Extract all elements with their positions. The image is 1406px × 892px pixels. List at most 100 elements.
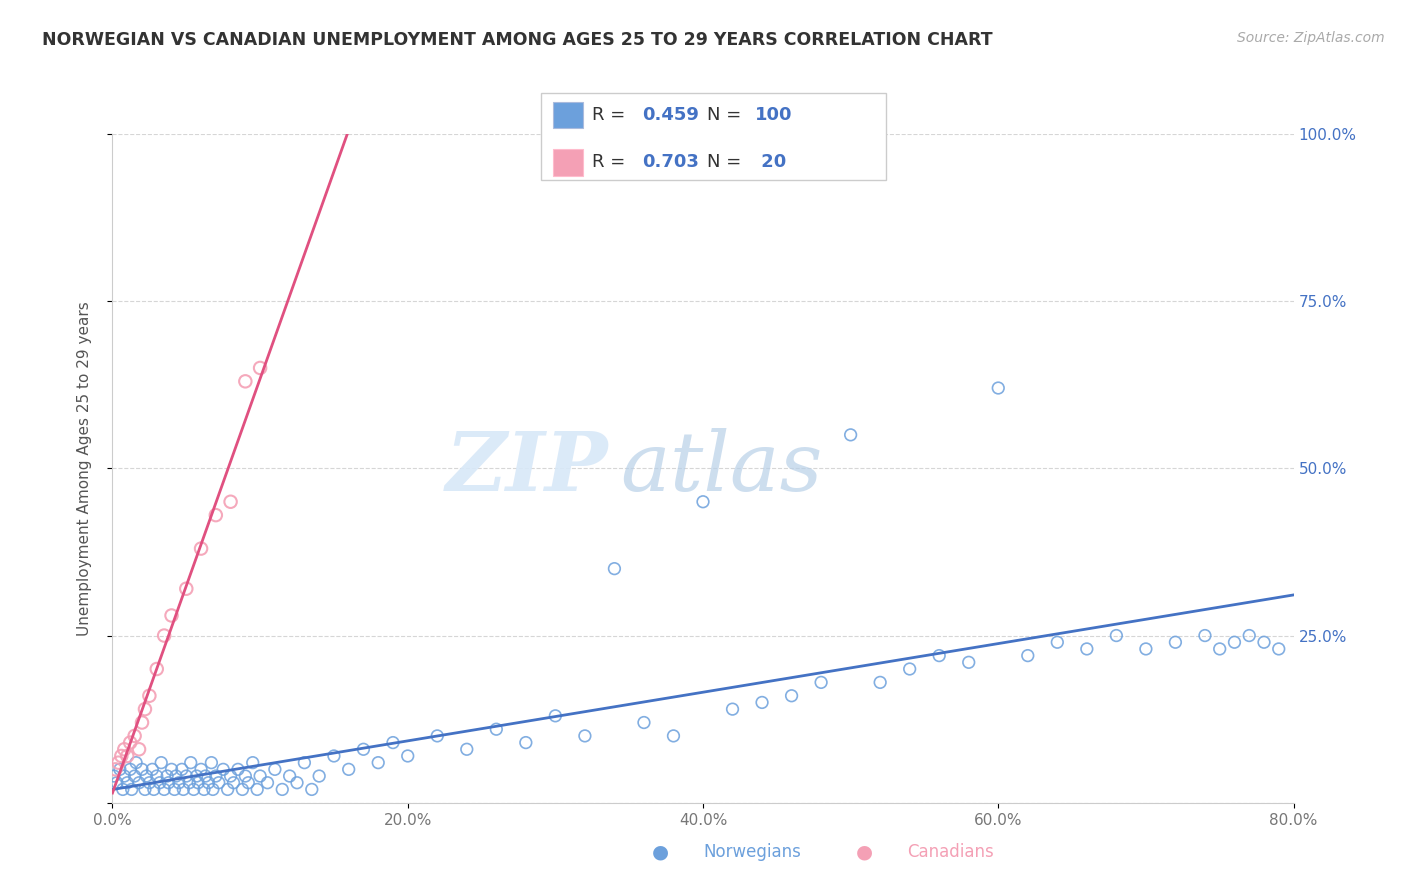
Text: ●: ●	[856, 842, 873, 862]
Point	[242, 756, 264, 770]
Point	[153, 628, 176, 642]
Point	[278, 769, 301, 783]
Point	[1017, 648, 1039, 663]
Point	[1239, 628, 1261, 642]
Point	[662, 729, 685, 743]
Point	[104, 762, 127, 776]
Point	[456, 742, 478, 756]
Point	[111, 782, 134, 797]
Point	[138, 689, 160, 703]
Point	[249, 361, 271, 376]
Point	[160, 762, 183, 776]
Point	[172, 782, 194, 797]
Point	[170, 762, 193, 776]
Point	[138, 775, 160, 790]
Point	[219, 769, 242, 783]
Point	[1268, 642, 1291, 657]
Point	[1046, 635, 1069, 649]
Point	[107, 756, 129, 770]
Point	[135, 769, 157, 783]
Point	[1194, 628, 1216, 642]
Point	[485, 723, 508, 737]
Point	[121, 782, 143, 797]
Point	[120, 762, 142, 776]
Y-axis label: Unemployment Among Ages 25 to 29 years: Unemployment Among Ages 25 to 29 years	[77, 301, 91, 636]
Point	[1164, 635, 1187, 649]
Point	[301, 782, 323, 797]
Text: 100: 100	[755, 106, 793, 124]
Text: 0.703: 0.703	[643, 153, 699, 171]
Point	[323, 749, 346, 764]
Point	[193, 782, 215, 797]
Point	[721, 702, 744, 716]
Point	[308, 769, 330, 783]
Point	[167, 775, 190, 790]
Text: N =: N =	[707, 153, 747, 171]
Point	[157, 775, 180, 790]
Point	[146, 769, 169, 783]
Point	[226, 762, 249, 776]
Point	[190, 541, 212, 556]
Point	[382, 735, 405, 749]
Point	[163, 782, 186, 797]
Point	[233, 769, 256, 783]
Point	[222, 775, 245, 790]
Point	[146, 662, 169, 676]
Point	[110, 749, 132, 764]
Point	[839, 428, 862, 442]
Point	[125, 756, 148, 770]
Point	[515, 735, 537, 749]
Point	[1208, 642, 1232, 657]
Point	[156, 769, 179, 783]
Point	[160, 608, 183, 623]
Text: Canadians: Canadians	[907, 843, 994, 861]
Point	[987, 381, 1010, 395]
Point	[180, 756, 202, 770]
Point	[165, 769, 187, 783]
Text: atlas: atlas	[620, 428, 823, 508]
Point	[120, 735, 142, 749]
Point	[898, 662, 921, 676]
Point	[208, 775, 231, 790]
Point	[396, 749, 419, 764]
Point	[174, 769, 197, 783]
Text: Norwegians: Norwegians	[703, 843, 801, 861]
Point	[141, 762, 163, 776]
Point	[128, 775, 150, 790]
Point	[197, 775, 219, 790]
Point	[1223, 635, 1246, 649]
Point	[544, 708, 567, 723]
Point	[751, 696, 773, 710]
Point	[124, 729, 146, 743]
Point	[233, 375, 256, 389]
Point	[271, 782, 294, 797]
Point	[574, 729, 596, 743]
Point	[217, 782, 239, 797]
Point	[108, 762, 131, 776]
Point	[285, 775, 308, 790]
Point	[112, 742, 135, 756]
Point	[103, 769, 125, 783]
Point	[869, 675, 891, 690]
Point	[124, 769, 146, 783]
Point	[187, 775, 209, 790]
Point	[112, 769, 135, 783]
Point	[105, 775, 128, 790]
Point	[337, 762, 360, 776]
Text: N =: N =	[707, 106, 747, 124]
Point	[200, 756, 222, 770]
Point	[426, 729, 449, 743]
Point	[150, 756, 173, 770]
Text: R =: R =	[592, 106, 631, 124]
Point	[179, 775, 201, 790]
Point	[292, 756, 315, 770]
Text: ●: ●	[652, 842, 669, 862]
Text: Source: ZipAtlas.com: Source: ZipAtlas.com	[1237, 31, 1385, 45]
Point	[149, 775, 172, 790]
Text: NORWEGIAN VS CANADIAN UNEMPLOYMENT AMONG AGES 25 TO 29 YEARS CORRELATION CHART: NORWEGIAN VS CANADIAN UNEMPLOYMENT AMONG…	[42, 31, 993, 49]
Point	[174, 582, 197, 596]
Point	[205, 508, 228, 523]
Point	[219, 494, 242, 508]
Point	[352, 742, 374, 756]
Point	[367, 756, 389, 770]
